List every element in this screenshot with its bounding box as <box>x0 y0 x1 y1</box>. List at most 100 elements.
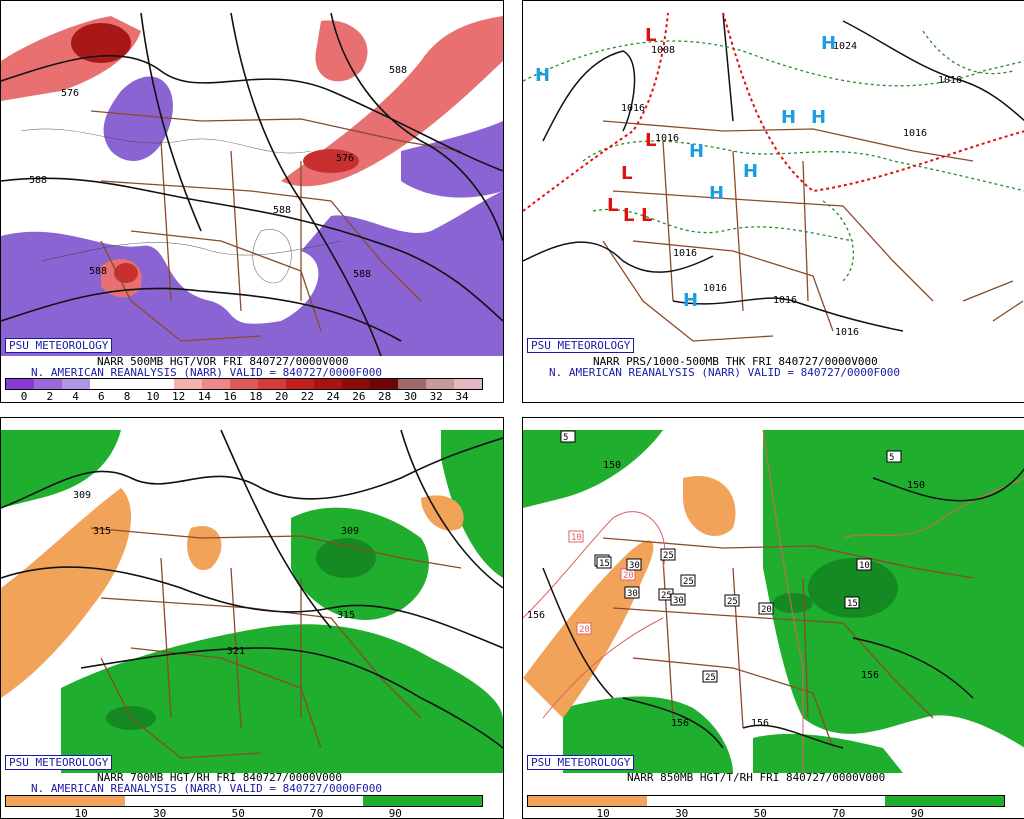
panel-500mb-vorticity: 576 588 576 588 588 588 588 PSU METEOROL… <box>0 0 504 403</box>
legend-tick: 2 <box>46 390 54 403</box>
legend-swatch <box>230 379 258 389</box>
legend-swatch <box>398 379 426 389</box>
temp-label: 5 <box>889 453 894 463</box>
legend-tick: 50 <box>753 807 767 819</box>
temp-label: 20 <box>761 605 772 615</box>
legend-tick: 20 <box>275 390 289 403</box>
legend-swatch <box>6 379 34 389</box>
dry-region <box>683 476 736 537</box>
high-vorticity-region <box>315 20 368 82</box>
temp-label-box <box>596 556 612 569</box>
temp-label: 30 <box>627 589 638 599</box>
moist-region <box>61 624 503 773</box>
legend-swatch <box>370 379 398 389</box>
temp-label: 25 <box>705 673 716 683</box>
legend-swatch <box>34 379 62 389</box>
rh-color-legend <box>527 795 1005 807</box>
legend-swatch <box>454 379 482 389</box>
legend-tick: 8 <box>123 390 131 403</box>
chart-caption: NARR 500MB HGT/VOR FRI 840727/0000V000 <box>97 355 349 368</box>
temp-label-box <box>660 548 676 561</box>
high-pressure-center: H <box>743 161 758 182</box>
vorticity-legend-ticks: 0 2 4 6 8 10 12 14 16 18 20 22 24 26 28 30 32 34 <box>5 390 481 402</box>
temp-label: 20 <box>579 625 590 635</box>
psu-meteorology-badge: PSU METEOROLOGY <box>527 755 635 770</box>
very-moist-region <box>773 593 813 613</box>
legend-tick: 22 <box>300 390 315 403</box>
high-pressure-center: H <box>535 65 550 86</box>
legend-tick: 18 <box>249 390 263 403</box>
isobar-label: 1016 <box>703 283 727 294</box>
chart-caption: NARR 700MB HGT/RH FRI 840727/0000V000 <box>97 771 343 784</box>
legend-tick: 0 <box>20 390 28 403</box>
legend-tick: 70 <box>832 807 846 819</box>
isobar-label: 1016 <box>835 327 859 338</box>
moist-region <box>753 733 903 773</box>
legend-tick: 90 <box>910 807 924 819</box>
legend-swatch <box>426 379 454 389</box>
map-pressure: 1008 1024 1016 1016 1016 1016 1016 1016 … <box>523 12 1024 342</box>
height-contour-label: 588 <box>389 65 407 76</box>
isobar-label: 1016 <box>673 248 697 259</box>
temp-label: 30 <box>673 596 684 606</box>
height-contour-label: 150 <box>907 480 925 491</box>
moist-region <box>563 696 733 773</box>
legend-swatch <box>258 379 286 389</box>
height-contour-label: 588 <box>29 175 47 186</box>
temp-label-box <box>624 586 640 599</box>
map-700mb: 309 315 309 315 321 <box>1 429 503 773</box>
legend-tick: 16 <box>223 390 237 403</box>
psu-meteorology-badge: PSU METEOROLOGY <box>527 338 635 353</box>
legend-swatch <box>62 379 90 389</box>
psu-meteorology-badge: PSU METEOROLOGY <box>5 755 113 770</box>
height-contour-label: 309 <box>73 490 91 501</box>
legend-tick: 4 <box>72 390 79 403</box>
vorticity-max <box>303 149 359 173</box>
high-pressure-center: H <box>689 141 704 162</box>
temp-label: 25 <box>663 551 674 561</box>
height-contour-label: 588 <box>273 205 291 216</box>
legend-tick: 6 <box>98 390 105 403</box>
moist-region <box>1 430 121 508</box>
low-pressure-center: L <box>645 25 656 46</box>
height-contour-label: 315 <box>93 526 111 537</box>
temp-label-box <box>680 574 696 587</box>
dry-region <box>1 488 131 698</box>
isobar-label: 1024 <box>833 41 857 52</box>
map-850mb: 156 150 156 156 156 150 5101520202530302… <box>523 429 1024 773</box>
low-vorticity-region <box>1 191 503 356</box>
legend-tick: 26 <box>352 390 366 403</box>
chart-valid-caption: N. AMERICAN REANALYSIS (NARR) VALID = 84… <box>549 366 900 379</box>
isobar-label: 1016 <box>938 75 962 86</box>
height-contour-label: 588 <box>89 266 107 277</box>
chart-caption: NARR PRS/1000-500MB THK FRI 840727/0000V… <box>593 355 878 368</box>
panel-850mb-temp-rh: 156 150 156 156 156 150 5101520202530302… <box>522 417 1024 819</box>
low-pressure-center: L <box>607 195 618 216</box>
psu-meteorology-badge: PSU METEOROLOGY <box>5 338 113 353</box>
high-pressure-center: H <box>683 290 698 311</box>
legend-tick: 14 <box>197 390 211 403</box>
temp-label: 30 <box>629 561 640 571</box>
temp-label: 20 <box>623 571 634 581</box>
temp-label-box <box>560 430 576 443</box>
vorticity-max <box>71 23 131 63</box>
temp-label: 25 <box>727 597 738 607</box>
panel-pressure-thickness: 1008 1024 1016 1016 1016 1016 1016 1016 … <box>522 0 1024 403</box>
legend-tick: 34 <box>455 390 469 403</box>
height-contour-label: 156 <box>751 718 769 729</box>
legend-swatch <box>314 379 342 389</box>
temp-label: 10 <box>571 533 582 543</box>
legend-tick: 90 <box>388 807 402 819</box>
temp-label-box <box>576 622 592 635</box>
legend-swatch <box>90 379 118 389</box>
low-pressure-center: L <box>623 205 634 226</box>
dry-region <box>187 526 222 570</box>
vorticity-color-legend <box>5 378 483 390</box>
very-moist-region <box>316 538 376 578</box>
high-vorticity-region <box>281 16 503 187</box>
height-contour-label: 321 <box>227 646 245 657</box>
rh-legend-ticks: 10 30 50 70 90 <box>5 807 481 819</box>
isobar-label: 1016 <box>903 128 927 139</box>
legend-swatch <box>202 379 230 389</box>
legend-swatch <box>118 379 146 389</box>
